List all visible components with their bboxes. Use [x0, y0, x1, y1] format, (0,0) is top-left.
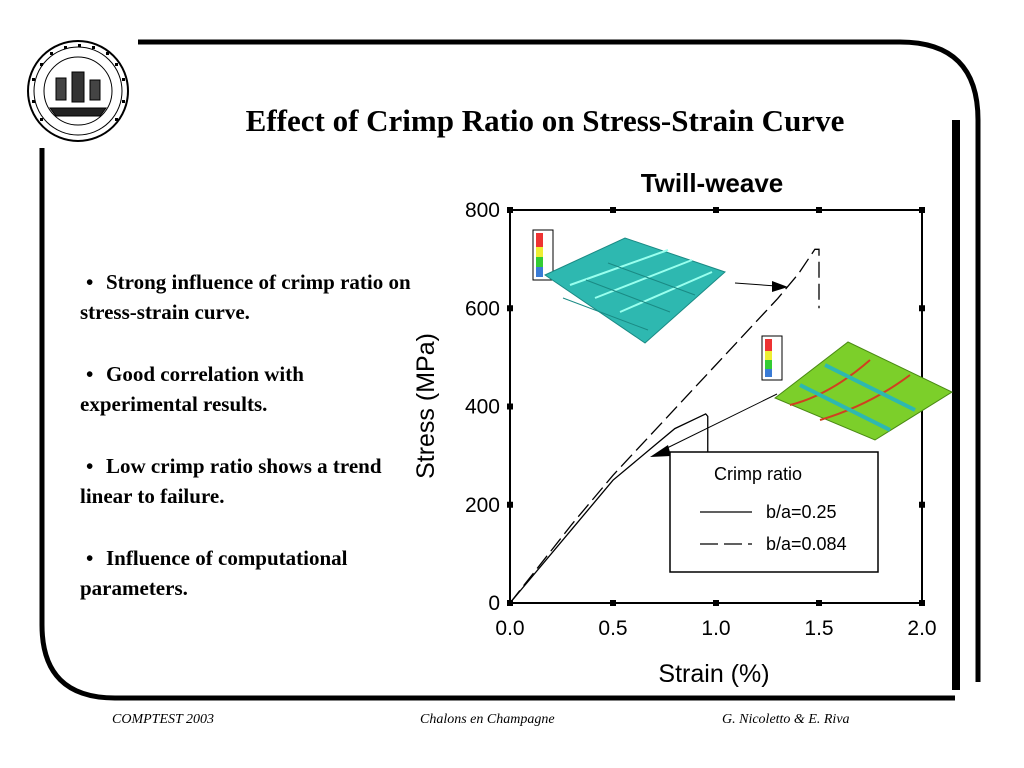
- y-tick-mark-right: [919, 600, 925, 606]
- footer-right: G. Nicoletto & E. Riva: [722, 712, 850, 727]
- x-tick-label: 1.0: [701, 617, 730, 640]
- x-axis-label: Strain (%): [658, 660, 769, 688]
- bullet-text: Influence of computational parameters.: [80, 546, 348, 600]
- annotation-arrow: [734, 282, 777, 287]
- y-tick-label: 600: [465, 297, 500, 320]
- bullet-icon: •: [86, 546, 94, 570]
- x-tick-label: 1.5: [804, 617, 833, 640]
- annotation-arrowhead: [650, 445, 671, 457]
- x-tick-mark-top: [610, 207, 616, 213]
- x-tick-mark-top: [816, 207, 822, 213]
- y-tick-mark: [507, 305, 513, 312]
- footer-left: COMPTEST 2003: [112, 712, 215, 727]
- y-tick-mark: [507, 403, 513, 410]
- chart-title: Twill-weave: [641, 168, 784, 198]
- fem-mesh-low-crimp-icon: [532, 229, 726, 344]
- bullet-text: Strong influence of crimp ratio on stres…: [80, 270, 411, 324]
- x-tick-label: 0.5: [598, 617, 627, 640]
- y-tick-mark: [507, 207, 513, 213]
- bullet-item: • Strong influence of crimp ratio on stre…: [80, 267, 420, 327]
- y-tick-mark-right: [919, 305, 925, 312]
- y-tick-label: 200: [465, 494, 500, 517]
- chart-legend: Crimp ratio b/a=0.25 b/a=0.084: [669, 451, 879, 573]
- legend-entry: b/a=0.25: [766, 502, 837, 522]
- axis-ticks: 0.0 0.5 1.0 1.5 2.0 0 200 400 600 800: [465, 199, 937, 640]
- slide-title: Effect of Crimp Ratio on Stress-Strain C…: [245, 103, 845, 138]
- y-tick-label: 0: [488, 592, 500, 615]
- fem-mesh-high-crimp-icon: [761, 335, 954, 441]
- x-tick-label: 0.0: [495, 617, 524, 640]
- x-tick-mark-top: [713, 207, 719, 213]
- series-line-solid: [509, 413, 709, 604]
- legend-entry: b/a=0.084: [766, 534, 847, 554]
- x-tick-mark: [610, 600, 616, 606]
- y-tick-mark: [507, 501, 513, 508]
- bullet-item: • Influence of computational parameters.: [80, 543, 420, 603]
- bullet-item: • Good correlation with experimental resu…: [80, 359, 420, 419]
- y-tick-label: 400: [465, 396, 500, 419]
- y-tick-mark-right: [919, 207, 925, 213]
- y-axis-label: Stress (MPa): [412, 333, 440, 479]
- legend-title: Crimp ratio: [714, 464, 802, 484]
- bullet-icon: •: [86, 362, 94, 386]
- data-series: [509, 248, 820, 604]
- bullet-icon: •: [86, 270, 94, 294]
- bullet-list: • Strong influence of crimp ratio on stre…: [80, 267, 420, 635]
- annotation-arrowhead: [772, 281, 788, 292]
- bullet-icon: •: [86, 454, 94, 478]
- university-seal-icon: [27, 40, 129, 142]
- footer-center: Chalons en Champagne: [420, 712, 555, 727]
- y-tick-label: 800: [465, 199, 500, 222]
- x-tick-mark: [713, 600, 719, 606]
- bullet-item: • Low crimp ratio shows a trend linear to…: [80, 451, 420, 511]
- annotation-arrow: [662, 393, 778, 451]
- y-tick-mark-right: [919, 501, 925, 508]
- series-line-dashed: [509, 248, 820, 604]
- x-tick-label: 2.0: [907, 617, 936, 640]
- x-tick-mark: [816, 600, 822, 606]
- bullet-text: Good correlation with experimental resul…: [80, 362, 304, 416]
- stress-strain-chart: Twill-weave Strain (%) Stress (MPa) 0.0 0…: [412, 168, 954, 688]
- bullet-text: Low crimp ratio shows a trend linear to …: [80, 454, 382, 508]
